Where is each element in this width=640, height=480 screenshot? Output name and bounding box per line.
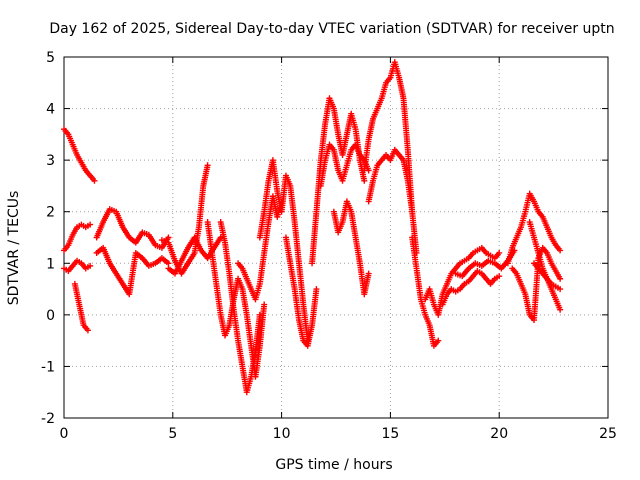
series-track-u — [439, 268, 503, 308]
series-track-y — [526, 219, 564, 313]
data-point — [557, 275, 564, 282]
x-tick-label: 10 — [273, 426, 291, 442]
series-track-w — [504, 190, 564, 267]
data-point — [217, 234, 224, 241]
series-track-t — [422, 244, 503, 318]
y-tick-label: -1 — [41, 359, 55, 375]
series-track-o — [317, 141, 372, 189]
series-track-c — [61, 257, 94, 275]
data-point — [84, 327, 91, 334]
x-tick-label: 15 — [381, 426, 399, 442]
y-tick-label: 2 — [46, 205, 55, 221]
series-track-n — [309, 95, 368, 267]
y-tick-label: 4 — [46, 102, 55, 118]
x-tick-label: 5 — [168, 426, 177, 442]
x-tick-labels: 0 5 10 15 20 25 — [60, 426, 617, 442]
y-tick-labels: -2 -1 0 1 2 3 4 5 — [41, 50, 55, 427]
data-point — [557, 306, 564, 313]
chart-title: Day 162 of 2025, Sidereal Day-to-day VTE… — [49, 21, 614, 37]
data-point — [496, 273, 503, 280]
series-track-z — [531, 260, 564, 293]
y-tick-label: 0 — [46, 308, 55, 324]
series-track-e — [93, 206, 172, 251]
x-axis-label: GPS time / hours — [275, 457, 392, 473]
data-point — [87, 221, 94, 228]
series-track-a — [61, 126, 98, 184]
series-track-x — [509, 244, 564, 324]
data-point — [435, 337, 442, 344]
series-track-b — [61, 221, 94, 254]
x-tick-label: 20 — [490, 426, 508, 442]
x-tick-label: 0 — [60, 426, 69, 442]
series-track-l — [256, 157, 311, 344]
data-point — [256, 311, 263, 318]
y-tick-label: 3 — [46, 153, 55, 169]
series-track-s — [409, 234, 442, 349]
data-point — [87, 262, 94, 269]
series-track-f — [93, 244, 172, 298]
y-tick-label: 1 — [46, 256, 55, 272]
data-point — [261, 301, 268, 308]
data-point — [365, 270, 372, 277]
series-track-m — [282, 234, 320, 349]
data-point — [557, 247, 564, 254]
plot-frame — [63, 56, 609, 419]
data-point — [361, 177, 368, 184]
data-point — [165, 260, 172, 267]
series-track-d — [71, 280, 91, 334]
axis-ticks — [63, 56, 609, 419]
x-tick-label: 25 — [599, 426, 617, 442]
data-points — [61, 59, 564, 396]
series-track-k — [235, 193, 285, 303]
data-point — [496, 249, 503, 256]
y-axis-label: SDTVAR / TECUs — [6, 191, 22, 306]
data-point — [313, 286, 320, 293]
data-point — [204, 162, 211, 169]
y-tick-label: 5 — [46, 50, 55, 66]
data-point — [91, 177, 98, 184]
data-point — [557, 286, 564, 293]
y-tick-label: -2 — [41, 411, 55, 427]
series-track-j — [217, 219, 263, 396]
series-track-p — [330, 198, 372, 298]
data-point — [165, 234, 172, 241]
